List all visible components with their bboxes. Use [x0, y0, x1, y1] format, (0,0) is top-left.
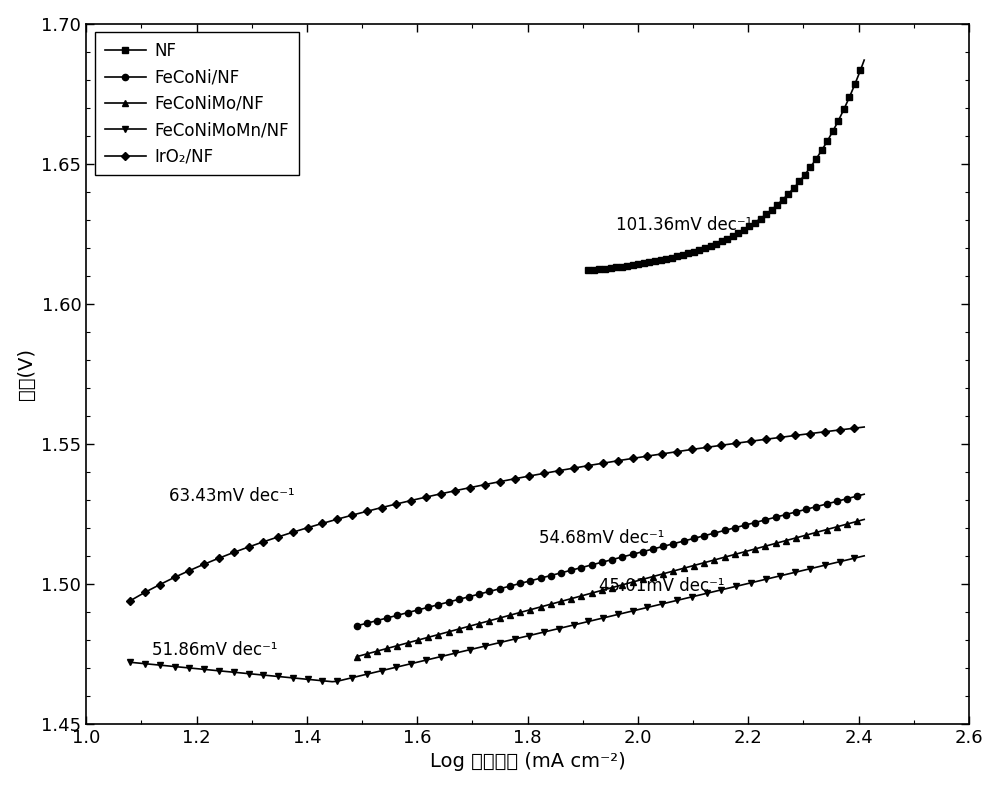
Line: FeCoNi/NF: FeCoNi/NF [353, 491, 867, 629]
NF [810, 154, 822, 164]
FeCoNiMo/NF [770, 539, 782, 548]
Line: FeCoNiMoMn/NF: FeCoNiMoMn/NF [127, 552, 867, 685]
FeCoNiMo/NF [351, 652, 363, 661]
NF [773, 199, 785, 208]
Text: 45.01mV dec⁻¹: 45.01mV dec⁻¹ [599, 577, 725, 595]
FeCoNiMoMn/NF [637, 604, 649, 613]
FeCoNiMo/NF [616, 580, 628, 589]
IrO₂/NF [366, 505, 378, 515]
Line: IrO₂/NF: IrO₂/NF [127, 424, 867, 604]
NF [858, 55, 870, 65]
FeCoNiMo/NF [701, 557, 713, 567]
IrO₂/NF [415, 493, 427, 503]
Text: 54.68mV dec⁻¹: 54.68mV dec⁻¹ [539, 530, 664, 548]
FeCoNi/NF [637, 547, 649, 556]
FeCoNiMoMn/NF [858, 551, 870, 560]
IrO₂/NF [632, 453, 644, 463]
FeCoNiMoMn/NF [124, 657, 136, 667]
NF [738, 225, 750, 234]
X-axis label: Log 电流密度 (mA cm⁻²): Log 电流密度 (mA cm⁻²) [430, 753, 625, 771]
NF [673, 251, 685, 261]
IrO₂/NF [538, 469, 550, 478]
FeCoNiMo/NF [858, 515, 870, 524]
Text: 51.86mV dec⁻¹: 51.86mV dec⁻¹ [152, 641, 278, 660]
FeCoNiMo/NF [552, 597, 564, 607]
Legend: NF, FeCoNi/NF, FeCoNiMo/NF, FeCoNiMoMn/NF, IrO₂/NF: NF, FeCoNi/NF, FeCoNiMo/NF, FeCoNiMoMn/N… [95, 32, 299, 176]
IrO₂/NF [124, 596, 136, 605]
FeCoNiMoMn/NF [543, 626, 555, 636]
FeCoNiMoMn/NF [326, 677, 338, 686]
FeCoNiMoMn/NF [371, 667, 383, 677]
FeCoNiMo/NF [518, 607, 530, 616]
IrO₂/NF [730, 438, 742, 448]
FeCoNi/NF [701, 530, 713, 540]
IrO₂/NF [509, 474, 521, 484]
FeCoNi/NF [518, 578, 530, 587]
FeCoNi/NF [770, 512, 782, 522]
Text: 101.36mV dec⁻¹: 101.36mV dec⁻¹ [616, 216, 752, 234]
NF [582, 266, 594, 275]
FeCoNi/NF [616, 552, 628, 562]
FeCoNiMo/NF [637, 574, 649, 584]
FeCoNiMoMn/NF [513, 634, 525, 643]
FeCoNi/NF [552, 569, 564, 578]
Line: NF: NF [585, 57, 867, 273]
FeCoNiMoMn/NF [420, 656, 432, 665]
IrO₂/NF [858, 422, 870, 432]
NF [727, 231, 739, 240]
Text: 63.43mV dec⁻¹: 63.43mV dec⁻¹ [169, 488, 295, 505]
Y-axis label: 电势(V): 电势(V) [17, 348, 36, 400]
Line: FeCoNiMo/NF: FeCoNiMo/NF [353, 516, 867, 660]
FeCoNi/NF [858, 489, 870, 499]
NF [692, 246, 704, 255]
FeCoNiMoMn/NF [735, 581, 747, 590]
FeCoNi/NF [351, 621, 363, 630]
